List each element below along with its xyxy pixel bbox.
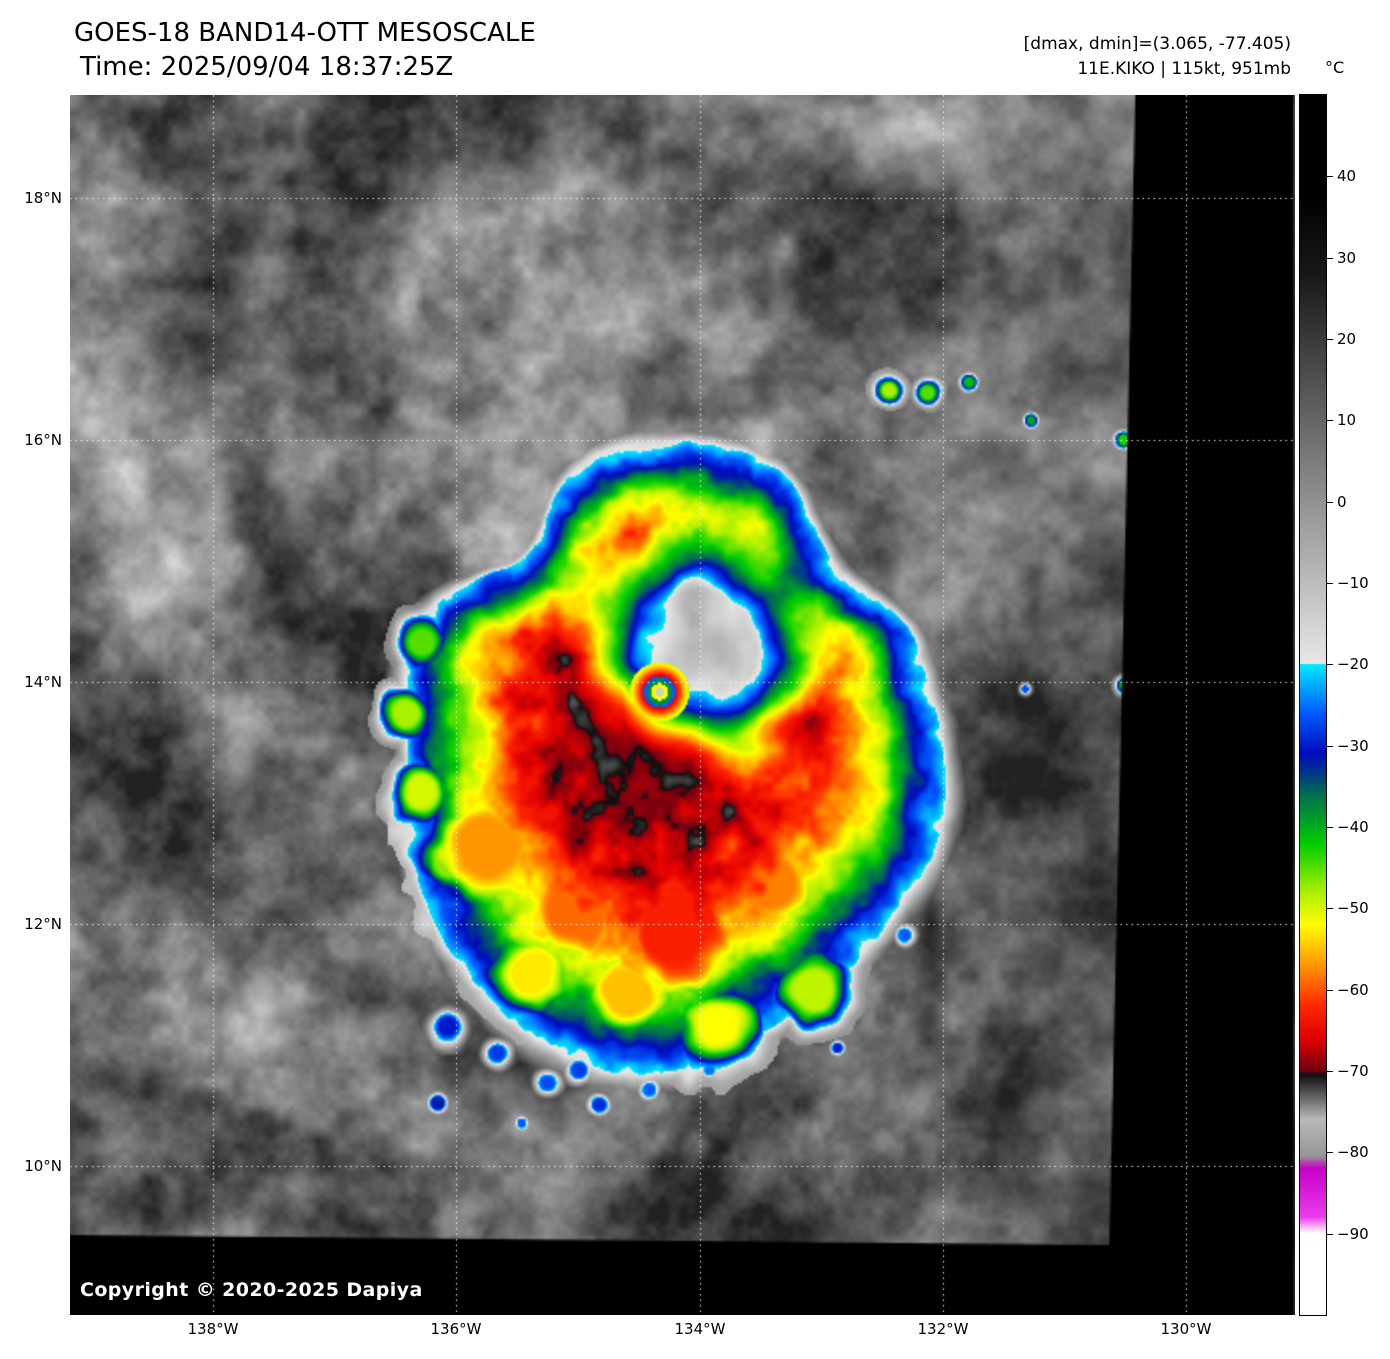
map-area: Copyright © 2020-2025 Dapiya xyxy=(70,95,1295,1315)
lat-tick-label: 14°N xyxy=(24,673,62,691)
colorbar-tick-label: −80 xyxy=(1337,1143,1369,1161)
lon-tick-label: 136°W xyxy=(430,1320,482,1338)
colorbar-tick-label: −70 xyxy=(1337,1062,1369,1080)
colorbar xyxy=(1299,94,1327,1316)
colorbar-tick xyxy=(1327,1234,1333,1235)
colorbar-tick xyxy=(1327,420,1333,421)
dmax-dmin-readout: [dmax, dmin]=(3.065, -77.405) xyxy=(1023,34,1291,54)
colorbar-tick xyxy=(1327,827,1333,828)
colorbar-unit-label: °C xyxy=(1325,58,1345,77)
colorbar-tick-label: 0 xyxy=(1337,493,1347,511)
colorbar-tick xyxy=(1327,258,1333,259)
colorbar-tick xyxy=(1327,583,1333,584)
lon-tick-label: 130°W xyxy=(1160,1320,1212,1338)
colorbar-tick xyxy=(1327,339,1333,340)
lon-tick-label: 134°W xyxy=(674,1320,726,1338)
product-title: GOES-18 BAND14-OTT MESOSCALE xyxy=(74,18,536,48)
colorbar-tick-label: −90 xyxy=(1337,1225,1369,1243)
colorbar-tick xyxy=(1327,990,1333,991)
colorbar-tick xyxy=(1327,502,1333,503)
colorbar-tick xyxy=(1327,908,1333,909)
copyright-text: Copyright © 2020-2025 Dapiya xyxy=(80,1279,423,1301)
colorbar-tick-label: −40 xyxy=(1337,818,1369,836)
colorbar-tick xyxy=(1327,176,1333,177)
lat-tick-label: 10°N xyxy=(24,1157,62,1175)
colorbar-tick-label: −60 xyxy=(1337,981,1369,999)
colorbar-tick-label: −50 xyxy=(1337,899,1369,917)
timestamp: Time: 2025/09/04 18:37:25Z xyxy=(80,52,454,82)
lat-tick-label: 18°N xyxy=(24,189,62,207)
lon-tick-label: 132°W xyxy=(917,1320,969,1338)
colorbar-tick-label: 40 xyxy=(1337,167,1357,185)
storm-info: 11E.KIKO | 115kt, 951mb xyxy=(1077,59,1291,79)
colorbar-tick xyxy=(1327,746,1333,747)
lat-tick-label: 12°N xyxy=(24,915,62,933)
colorbar-tick-label: 10 xyxy=(1337,411,1357,429)
lon-tick-label: 138°W xyxy=(187,1320,239,1338)
colorbar-tick xyxy=(1327,664,1333,665)
colorbar-tick-label: 20 xyxy=(1337,330,1357,348)
colorbar-tick xyxy=(1327,1152,1333,1153)
colorbar-tick-label: 30 xyxy=(1337,249,1357,267)
lat-tick-label: 16°N xyxy=(24,431,62,449)
colorbar-tick-label: −10 xyxy=(1337,574,1369,592)
gridline-overlay-canvas xyxy=(70,95,1295,1315)
colorbar-tick-label: −20 xyxy=(1337,655,1369,673)
colorbar-tick xyxy=(1327,1071,1333,1072)
colorbar-tick-label: −30 xyxy=(1337,737,1369,755)
